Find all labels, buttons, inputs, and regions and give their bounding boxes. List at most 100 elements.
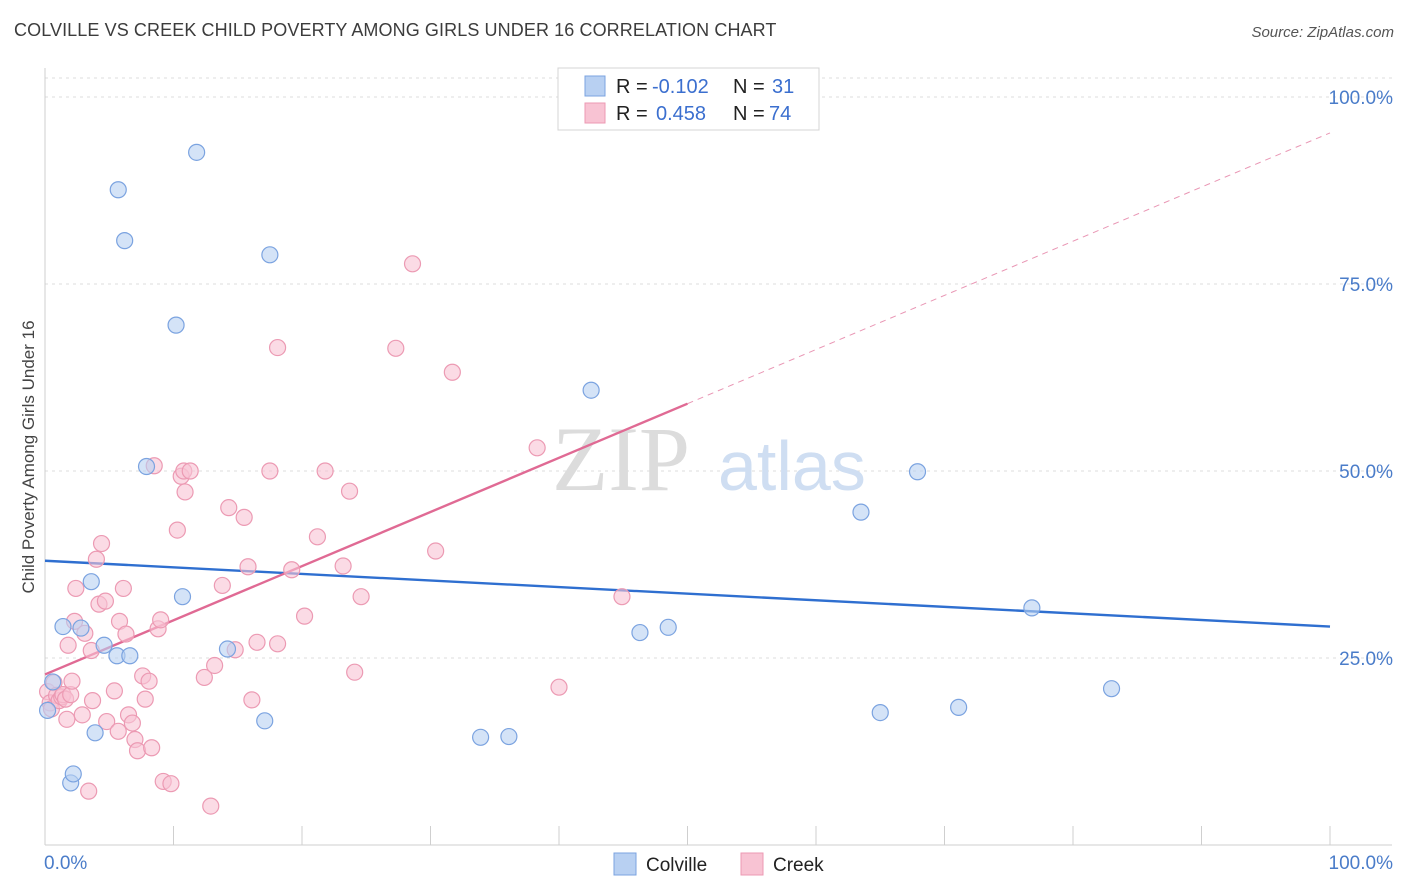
y-axis-label: Child Poverty Among Girls Under 16 — [19, 320, 38, 593]
creek-point — [248, 633, 266, 651]
chart-title: COLVILLE VS CREEK CHILD POVERTY AMONG GI… — [14, 20, 777, 40]
creek-point — [387, 339, 405, 357]
creek-point — [181, 462, 199, 480]
creek-trend-line — [44, 402, 688, 676]
watermark: ZIP atlas — [552, 408, 866, 510]
colville-point — [950, 698, 968, 716]
creek-point — [168, 521, 186, 539]
creek-point — [340, 482, 359, 500]
creek-point — [176, 483, 194, 501]
creek-point — [427, 542, 445, 560]
creek-point — [114, 579, 132, 598]
creek-point — [443, 363, 461, 381]
colville-point — [218, 640, 237, 658]
creek-point — [105, 682, 123, 700]
colville-point — [121, 647, 139, 665]
colville-point — [659, 618, 677, 636]
colville-point — [261, 246, 279, 264]
creek-r-label: R = — [616, 103, 648, 125]
colville-point — [137, 457, 156, 476]
creek-point — [613, 588, 631, 606]
creek-point — [346, 663, 364, 681]
colville-trend-line — [44, 559, 1331, 628]
creek-point — [83, 692, 102, 710]
creek-point — [92, 534, 111, 553]
points-layer — [38, 143, 1121, 815]
creek-point — [128, 742, 147, 760]
watermark-zip: ZIP — [552, 408, 690, 510]
legend-creek-label: Creek — [773, 855, 824, 876]
y-tick-label: 75.0% — [1339, 275, 1393, 296]
colville-point — [109, 181, 127, 199]
creek-point — [308, 528, 327, 546]
legend-colville-swatch — [613, 852, 637, 876]
creek-point — [140, 672, 158, 690]
creek-point — [59, 636, 77, 654]
creek-point — [117, 625, 135, 643]
chart-source: Source: ZipAtlas.com — [1251, 24, 1394, 41]
creek-point — [67, 579, 85, 598]
creek-point — [239, 558, 257, 576]
colville-point — [95, 636, 113, 654]
colville-point — [908, 463, 927, 481]
creek-point — [98, 712, 116, 731]
colville-point — [54, 617, 72, 636]
colville-point — [472, 728, 490, 746]
colville-point — [64, 765, 82, 783]
creek-point — [80, 782, 98, 800]
creek-point — [152, 611, 170, 629]
creek-point — [283, 561, 301, 579]
creek-point — [109, 722, 127, 740]
colville-point — [256, 712, 274, 730]
creek-point — [352, 588, 370, 606]
colville-point — [188, 143, 206, 161]
colville-point — [72, 619, 90, 637]
creek-point — [195, 668, 213, 687]
stats-legend: R = -0.102 N = 31 R = 0.458 N = 74 — [557, 67, 820, 131]
colville-r-label: R = — [616, 76, 648, 98]
colville-point — [500, 727, 518, 746]
colville-point — [852, 503, 870, 521]
colville-point — [86, 724, 104, 742]
creek-point — [334, 557, 352, 575]
colville-point — [38, 701, 57, 719]
y-tick-label: 100.0% — [1329, 88, 1394, 109]
creek-point — [403, 255, 422, 273]
creek-point — [96, 592, 114, 610]
creek-point — [261, 462, 279, 480]
creek-r-value: 0.458 — [656, 103, 706, 125]
creek-trend-extension — [687, 132, 1331, 405]
creek-swatch — [584, 102, 606, 124]
colville-point — [1102, 680, 1121, 698]
creek-point — [206, 656, 224, 675]
colville-point — [173, 588, 192, 606]
colville-point — [167, 316, 185, 334]
colville-point — [82, 573, 100, 591]
x-tick-label-max: 100.0% — [1329, 853, 1394, 874]
creek-point — [295, 607, 314, 625]
creek-point — [235, 508, 253, 526]
watermark-atlas: atlas — [718, 427, 866, 505]
creek-point — [143, 739, 161, 757]
legend-creek-swatch — [740, 852, 764, 876]
colville-point — [631, 623, 649, 642]
creek-point — [136, 690, 154, 708]
x-tick-label-min: 0.0% — [44, 853, 87, 874]
colville-point — [116, 232, 134, 250]
creek-point — [123, 714, 141, 732]
creek-point — [202, 797, 220, 815]
y-tick-label: 50.0% — [1339, 462, 1393, 483]
creek-point — [528, 439, 546, 457]
legend-colville-label: Colville — [646, 855, 707, 876]
creek-point — [58, 710, 76, 728]
trend-layer — [44, 132, 1331, 676]
creek-point — [63, 672, 81, 690]
tick-layer: 25.0% 50.0% 75.0% 100.0% 0.0% 100.0% — [44, 88, 1393, 874]
creek-point — [213, 576, 231, 595]
creek-point — [316, 462, 334, 480]
creek-point — [268, 635, 287, 653]
colville-r-value: -0.102 — [652, 76, 709, 98]
creek-point — [87, 550, 106, 568]
colville-n-value: 31 — [772, 76, 794, 98]
